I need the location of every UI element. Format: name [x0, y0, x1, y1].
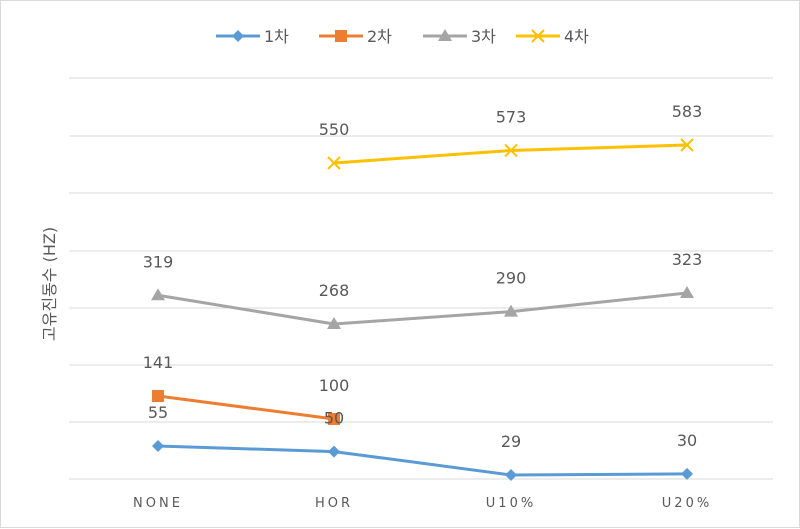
legend-item: 4차 — [516, 27, 589, 46]
series-3차 — [151, 286, 694, 329]
legend-item: 3차 — [423, 27, 496, 46]
data-point — [152, 390, 164, 402]
x-tick-label: HOR — [315, 496, 353, 511]
data-label: 573 — [496, 107, 527, 126]
data-point — [680, 138, 694, 152]
data-point — [328, 445, 340, 458]
series-line — [157, 394, 335, 421]
data-point — [505, 469, 517, 481]
legend-label: 4차 — [564, 27, 589, 46]
data-point — [152, 440, 164, 452]
series-4차 — [327, 138, 694, 170]
legend-item: 1차 — [216, 27, 289, 46]
legend-label: 2차 — [367, 27, 392, 46]
legend-label: 1차 — [264, 27, 289, 46]
data-label: 141 — [143, 353, 174, 372]
series-1차 — [152, 440, 693, 481]
data-label: 50 — [324, 409, 344, 428]
data-point — [151, 288, 165, 301]
legend-marker — [531, 29, 545, 43]
data-point — [328, 413, 340, 425]
data-label: 290 — [496, 269, 527, 288]
x-axis: NONE HOR U10% U20% — [133, 496, 712, 511]
series-layer — [151, 138, 694, 481]
data-labels: 55 50 29 30 141 100 319 268 290 323 550 573 583 — [143, 102, 703, 451]
data-point — [681, 467, 693, 480]
legend-marker — [232, 30, 244, 42]
legend: 1차 2차 3차 4차 — [216, 27, 589, 46]
data-label: 100 — [319, 376, 350, 395]
data-point — [504, 143, 518, 158]
data-label: 55 — [148, 403, 168, 422]
data-label: 268 — [319, 281, 350, 300]
data-label: 323 — [672, 250, 703, 269]
series-2차 — [152, 390, 340, 425]
x-tick-label: U20% — [662, 496, 712, 511]
data-point — [504, 304, 518, 317]
data-label: 29 — [501, 432, 521, 451]
series-line — [333, 143, 688, 165]
data-point — [680, 286, 694, 298]
legend-marker — [438, 29, 452, 41]
data-label: 30 — [677, 431, 697, 450]
series-line — [157, 291, 688, 326]
x-tick-label: NONE — [133, 496, 183, 511]
series-line — [157, 444, 688, 477]
data-label: 550 — [319, 120, 350, 139]
data-label: 319 — [143, 252, 174, 271]
data-label: 583 — [672, 102, 703, 121]
y-axis-title: 고유진동수 (HZ) — [40, 227, 59, 341]
legend-marker — [335, 30, 347, 42]
gridlines — [69, 77, 773, 480]
data-point — [327, 317, 341, 329]
legend-label: 3차 — [471, 27, 496, 46]
x-tick-label: U10% — [486, 496, 536, 511]
data-point — [327, 156, 341, 170]
legend-item: 2차 — [319, 27, 392, 46]
